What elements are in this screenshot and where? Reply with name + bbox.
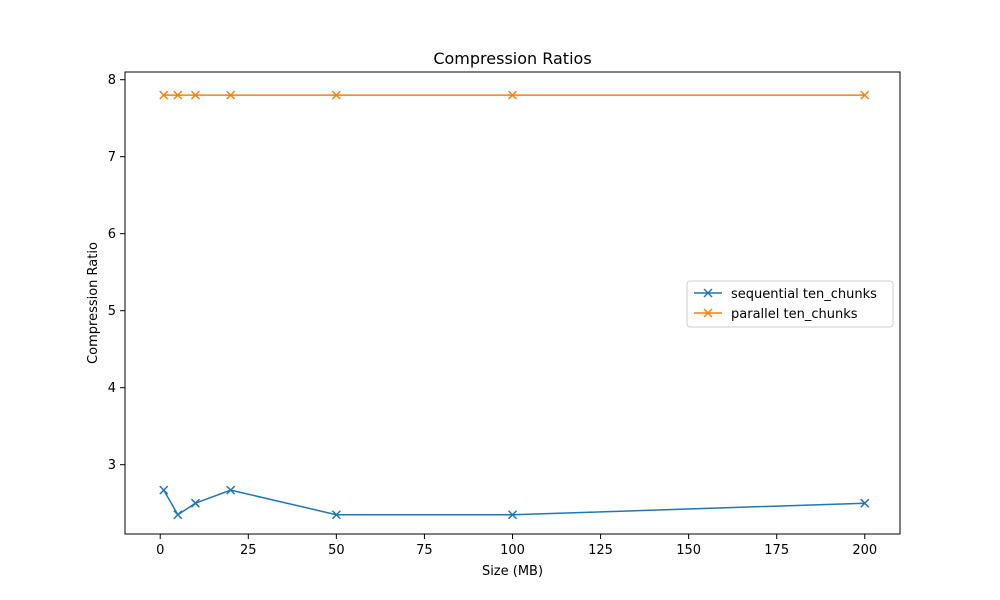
data-point-sequential-ten-chunks [173, 510, 183, 520]
data-point-sequential-ten-chunks [331, 510, 341, 520]
data-point-parallel-ten-chunks [860, 90, 870, 100]
y-tick-label: 8 [108, 73, 116, 88]
x-tick-label: 75 [416, 543, 433, 558]
y-tick-label: 6 [108, 227, 116, 242]
x-tick-label: 125 [588, 543, 613, 558]
plot-area: 0 25 50 75 100 125 150 175 200 3 4 5 6 7 8 [108, 71, 901, 558]
data-point-sequential-ten-chunks [507, 510, 518, 520]
data-point-parallel-ten-chunks [190, 90, 200, 100]
data-point-sequential-ten-chunks [159, 485, 169, 495]
y-tick-label: 5 [108, 304, 116, 319]
x-tick-label: 0 [156, 543, 164, 558]
chart-title: Compression Ratios [433, 49, 591, 68]
y-tick-label: 4 [108, 381, 116, 396]
data-point-sequential-ten-chunks [190, 498, 200, 508]
legend: sequential ten_chunks parallel ten_chunk… [686, 280, 894, 328]
legend-entry-sequential: sequential ten_chunks [694, 287, 877, 302]
legend-marker-parallel [703, 308, 713, 318]
y-axis-label: Compression Ratio [86, 242, 101, 364]
legend-label-sequential: sequential ten_chunks [731, 287, 877, 302]
y-tick-label: 7 [108, 150, 116, 165]
data-point-parallel-ten-chunks [507, 90, 518, 100]
data-point-sequential-ten-chunks [226, 485, 236, 495]
data-point-parallel-ten-chunks [226, 90, 236, 100]
y-tick-label: 3 [108, 458, 116, 473]
x-tick-label: 200 [852, 543, 877, 558]
x-tick-label: 150 [676, 543, 701, 558]
x-tick-label: 50 [328, 543, 345, 558]
data-point-parallel-ten-chunks [331, 90, 341, 100]
legend-label-parallel: parallel ten_chunks [731, 307, 858, 322]
x-axis-label: Size (MB) [482, 564, 543, 579]
x-tick-label: 100 [500, 543, 525, 558]
legend-marker-sequential [703, 288, 713, 298]
legend-box [686, 280, 894, 328]
x-tick-label: 175 [764, 543, 789, 558]
legend-entry-parallel: parallel ten_chunks [694, 307, 858, 322]
data-point-parallel-ten-chunks [159, 90, 169, 100]
data-point-sequential-ten-chunks [860, 498, 870, 508]
x-tick-label: 25 [240, 543, 257, 558]
data-point-parallel-ten-chunks [173, 90, 183, 100]
